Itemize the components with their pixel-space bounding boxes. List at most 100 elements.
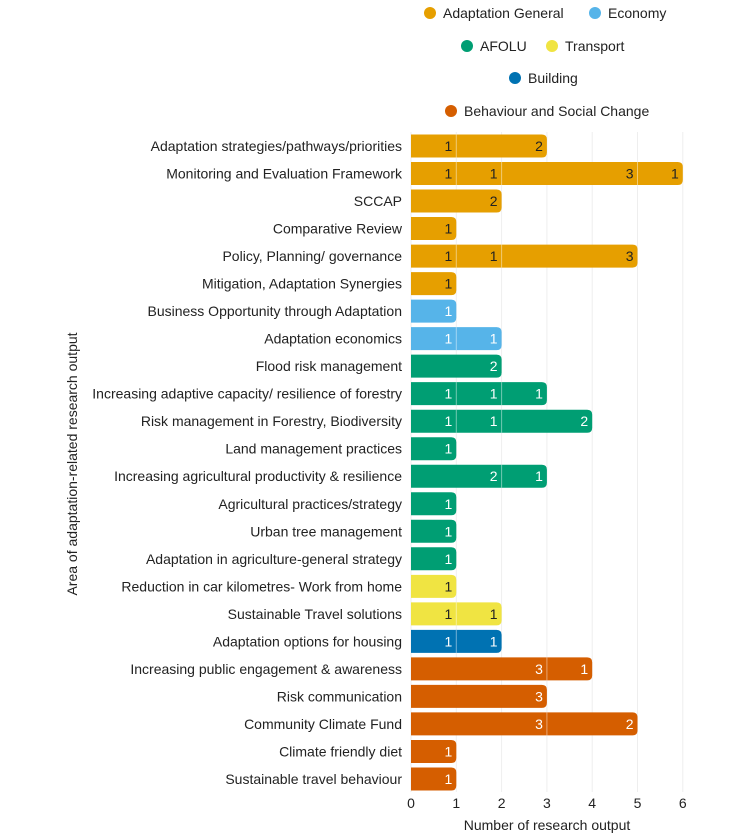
x-tick-label: 1 [452, 795, 460, 811]
legend-label: Adaptation General [443, 5, 564, 21]
segment-value-label: 2 [535, 138, 543, 154]
bar: 1 [411, 574, 457, 598]
bar-body [411, 519, 457, 543]
segment-value-label: 1 [445, 771, 453, 787]
category-label: Monitoring and Evaluation Framework [166, 166, 403, 182]
legend: Adaptation General Economy AFOLU Transport B… [424, 5, 666, 119]
gridlines [410, 132, 684, 792]
segment-value-label: 3 [535, 661, 543, 677]
x-axis-title: Number of research output [464, 817, 631, 833]
bar-segment [411, 465, 502, 488]
bar: 1 1 3 [411, 244, 638, 268]
category-label: Community Climate Fund [244, 716, 402, 732]
category-label: Agricultural practices/strategy [218, 496, 402, 512]
segment-value-label: 1 [580, 661, 588, 677]
segment-value-label: 1 [490, 413, 498, 429]
segment-value-label: 1 [445, 496, 453, 512]
category-label: Flood risk management [256, 358, 402, 374]
legend-swatch [424, 7, 436, 19]
legend-label: AFOLU [480, 38, 527, 54]
bar-body [411, 134, 547, 158]
segment-value-label: 1 [445, 303, 453, 319]
segment-value-label: 1 [490, 331, 498, 347]
legend-item: Transport [546, 38, 625, 54]
segment-value-label: 1 [445, 633, 453, 649]
segment-value-label: 1 [445, 441, 453, 457]
bar-body [411, 739, 457, 763]
bar: 1 1 3 1 [411, 162, 683, 186]
category-label: Reduction in car kilometres- Work from h… [121, 578, 402, 594]
segment-value-label: 2 [490, 193, 498, 209]
category-label: Risk management in Forestry, Biodiversit… [141, 413, 402, 429]
x-tick-labels: 0 1 2 3 4 5 6 [407, 795, 687, 811]
category-label: Urban tree management [250, 523, 402, 539]
bar: 1 [411, 739, 457, 763]
segment-value-label: 1 [490, 248, 498, 264]
bar-segment [456, 135, 547, 158]
category-label: Policy, Planning/ governance [222, 248, 402, 264]
bar-body [411, 299, 457, 323]
bar-body [411, 244, 638, 268]
segment-value-label: 3 [535, 688, 543, 704]
legend-item: AFOLU [461, 38, 527, 54]
bar-body [411, 767, 457, 791]
segment-value-label: 1 [445, 138, 453, 154]
legend-item: Economy [589, 5, 666, 21]
category-label: Increasing agricultural productivity & r… [114, 468, 402, 484]
category-label: Risk communication [277, 688, 402, 704]
legend-swatch [445, 105, 457, 117]
category-label: Comparative Review [273, 221, 403, 237]
x-tick-label: 6 [679, 795, 687, 811]
category-label: Sustainable travel behaviour [225, 771, 402, 787]
bar-body [411, 189, 502, 213]
bar: 1 1 1 [411, 382, 547, 406]
x-tick-label: 2 [498, 795, 506, 811]
x-tick-label: 5 [634, 795, 642, 811]
category-label: Adaptation economics [264, 331, 402, 347]
bar-body [411, 492, 457, 516]
bar: 1 [411, 299, 457, 323]
bar: 1 [411, 437, 457, 461]
segment-value-label: 3 [626, 248, 634, 264]
category-label: Sustainable Travel solutions [228, 606, 402, 622]
bar: 3 [411, 684, 547, 708]
bar-segment [502, 410, 593, 433]
segment-value-label: 1 [445, 248, 453, 264]
bar-body [411, 437, 457, 461]
legend-label: Transport [565, 38, 625, 54]
segment-value-label: 1 [445, 551, 453, 567]
bar-body [411, 464, 547, 488]
bar-segment [411, 685, 547, 708]
bar-segment [547, 712, 638, 735]
bar: 1 [411, 519, 457, 543]
category-label: Adaptation strategies/pathways/prioritie… [151, 138, 402, 154]
segment-value-label: 2 [490, 468, 498, 484]
legend-label: Building [528, 70, 578, 86]
bar: 1 [411, 492, 457, 516]
category-label: Adaptation options for housing [213, 633, 402, 649]
bar-body [411, 272, 457, 296]
category-label: Climate friendly diet [279, 743, 402, 759]
bar-segment [411, 657, 547, 680]
legend-swatch [461, 40, 473, 52]
segment-value-label: 1 [445, 606, 453, 622]
bar-body [411, 684, 547, 708]
segment-value-label: 1 [445, 386, 453, 402]
segment-value-label: 1 [445, 413, 453, 429]
bar-segment [502, 162, 638, 185]
y-axis-title: Area of adaptation-related research outp… [64, 332, 80, 595]
category-label: Increasing public engagement & awareness [130, 661, 402, 677]
segment-value-label: 1 [490, 633, 498, 649]
segment-value-label: 2 [580, 413, 588, 429]
bar-segment [411, 190, 502, 213]
bar-body [411, 657, 593, 681]
segment-value-label: 1 [445, 276, 453, 292]
category-label: Increasing adaptive capacity/ resilience… [92, 386, 402, 402]
bar: 1 [411, 272, 457, 296]
bar-segment [411, 355, 502, 378]
segment-value-label: 1 [445, 578, 453, 594]
legend-item: Building [509, 70, 578, 86]
segment-value-label: 3 [626, 166, 634, 182]
